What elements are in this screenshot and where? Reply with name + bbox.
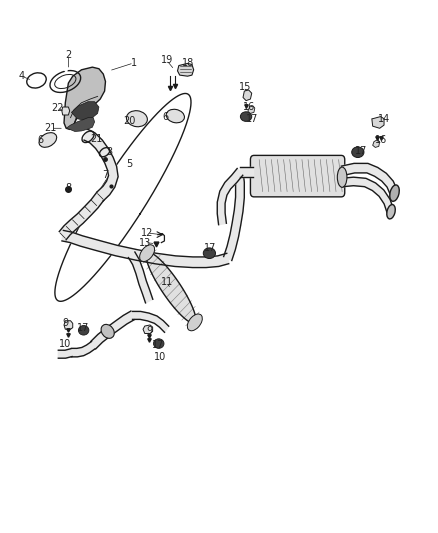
Text: 17: 17 (246, 114, 258, 124)
Ellipse shape (166, 109, 184, 123)
Polygon shape (71, 342, 95, 357)
Text: 6: 6 (37, 135, 43, 145)
Text: 17: 17 (204, 243, 216, 253)
Text: 17: 17 (152, 340, 164, 350)
Polygon shape (71, 102, 99, 120)
Ellipse shape (101, 325, 114, 338)
Polygon shape (342, 164, 397, 195)
Text: 21: 21 (91, 134, 103, 144)
Text: 18: 18 (182, 59, 194, 68)
Ellipse shape (387, 205, 395, 219)
Ellipse shape (127, 111, 147, 127)
Text: 9: 9 (62, 318, 68, 328)
Ellipse shape (39, 133, 57, 147)
Text: 10: 10 (59, 338, 71, 349)
Text: 15: 15 (239, 82, 251, 92)
Polygon shape (248, 106, 255, 114)
Polygon shape (59, 192, 104, 240)
Polygon shape (58, 349, 72, 358)
Polygon shape (91, 311, 134, 349)
Text: 1: 1 (131, 58, 137, 68)
Text: 16: 16 (375, 135, 388, 145)
Polygon shape (240, 167, 253, 176)
Polygon shape (64, 67, 106, 130)
Text: 10: 10 (154, 352, 166, 362)
Ellipse shape (390, 185, 399, 201)
Text: 13: 13 (139, 238, 151, 247)
Ellipse shape (337, 167, 347, 187)
Text: 16: 16 (244, 102, 256, 112)
Polygon shape (62, 230, 229, 268)
Ellipse shape (240, 112, 252, 122)
Ellipse shape (203, 248, 215, 259)
Text: 9: 9 (146, 326, 152, 336)
Text: 3: 3 (107, 147, 113, 157)
Polygon shape (128, 252, 153, 303)
Text: 12: 12 (141, 228, 153, 238)
Ellipse shape (153, 339, 164, 349)
Polygon shape (373, 140, 380, 148)
Ellipse shape (352, 147, 364, 158)
Ellipse shape (78, 326, 89, 335)
Text: 5: 5 (127, 159, 133, 169)
Polygon shape (243, 90, 252, 101)
Text: 22: 22 (51, 103, 64, 113)
Polygon shape (372, 117, 384, 128)
Text: 6: 6 (162, 111, 169, 122)
Text: 7: 7 (102, 169, 109, 180)
Polygon shape (342, 177, 393, 212)
Polygon shape (217, 168, 243, 225)
Text: 4: 4 (18, 71, 25, 81)
Polygon shape (143, 325, 152, 334)
Ellipse shape (187, 314, 202, 331)
Polygon shape (62, 107, 70, 115)
Text: 14: 14 (378, 114, 390, 124)
Polygon shape (133, 311, 169, 332)
Text: 2: 2 (65, 50, 71, 60)
Polygon shape (66, 118, 95, 132)
Polygon shape (84, 129, 118, 201)
Polygon shape (64, 321, 73, 329)
Polygon shape (224, 171, 244, 261)
Text: 21: 21 (45, 123, 57, 133)
Text: 11: 11 (160, 278, 173, 287)
Polygon shape (177, 63, 194, 76)
Polygon shape (146, 253, 196, 323)
Text: 20: 20 (124, 116, 136, 126)
Ellipse shape (140, 245, 155, 262)
Text: 17: 17 (77, 322, 89, 333)
Text: 19: 19 (160, 55, 173, 65)
Text: 17: 17 (355, 146, 367, 156)
FancyBboxPatch shape (251, 156, 345, 197)
Text: 8: 8 (65, 183, 71, 193)
